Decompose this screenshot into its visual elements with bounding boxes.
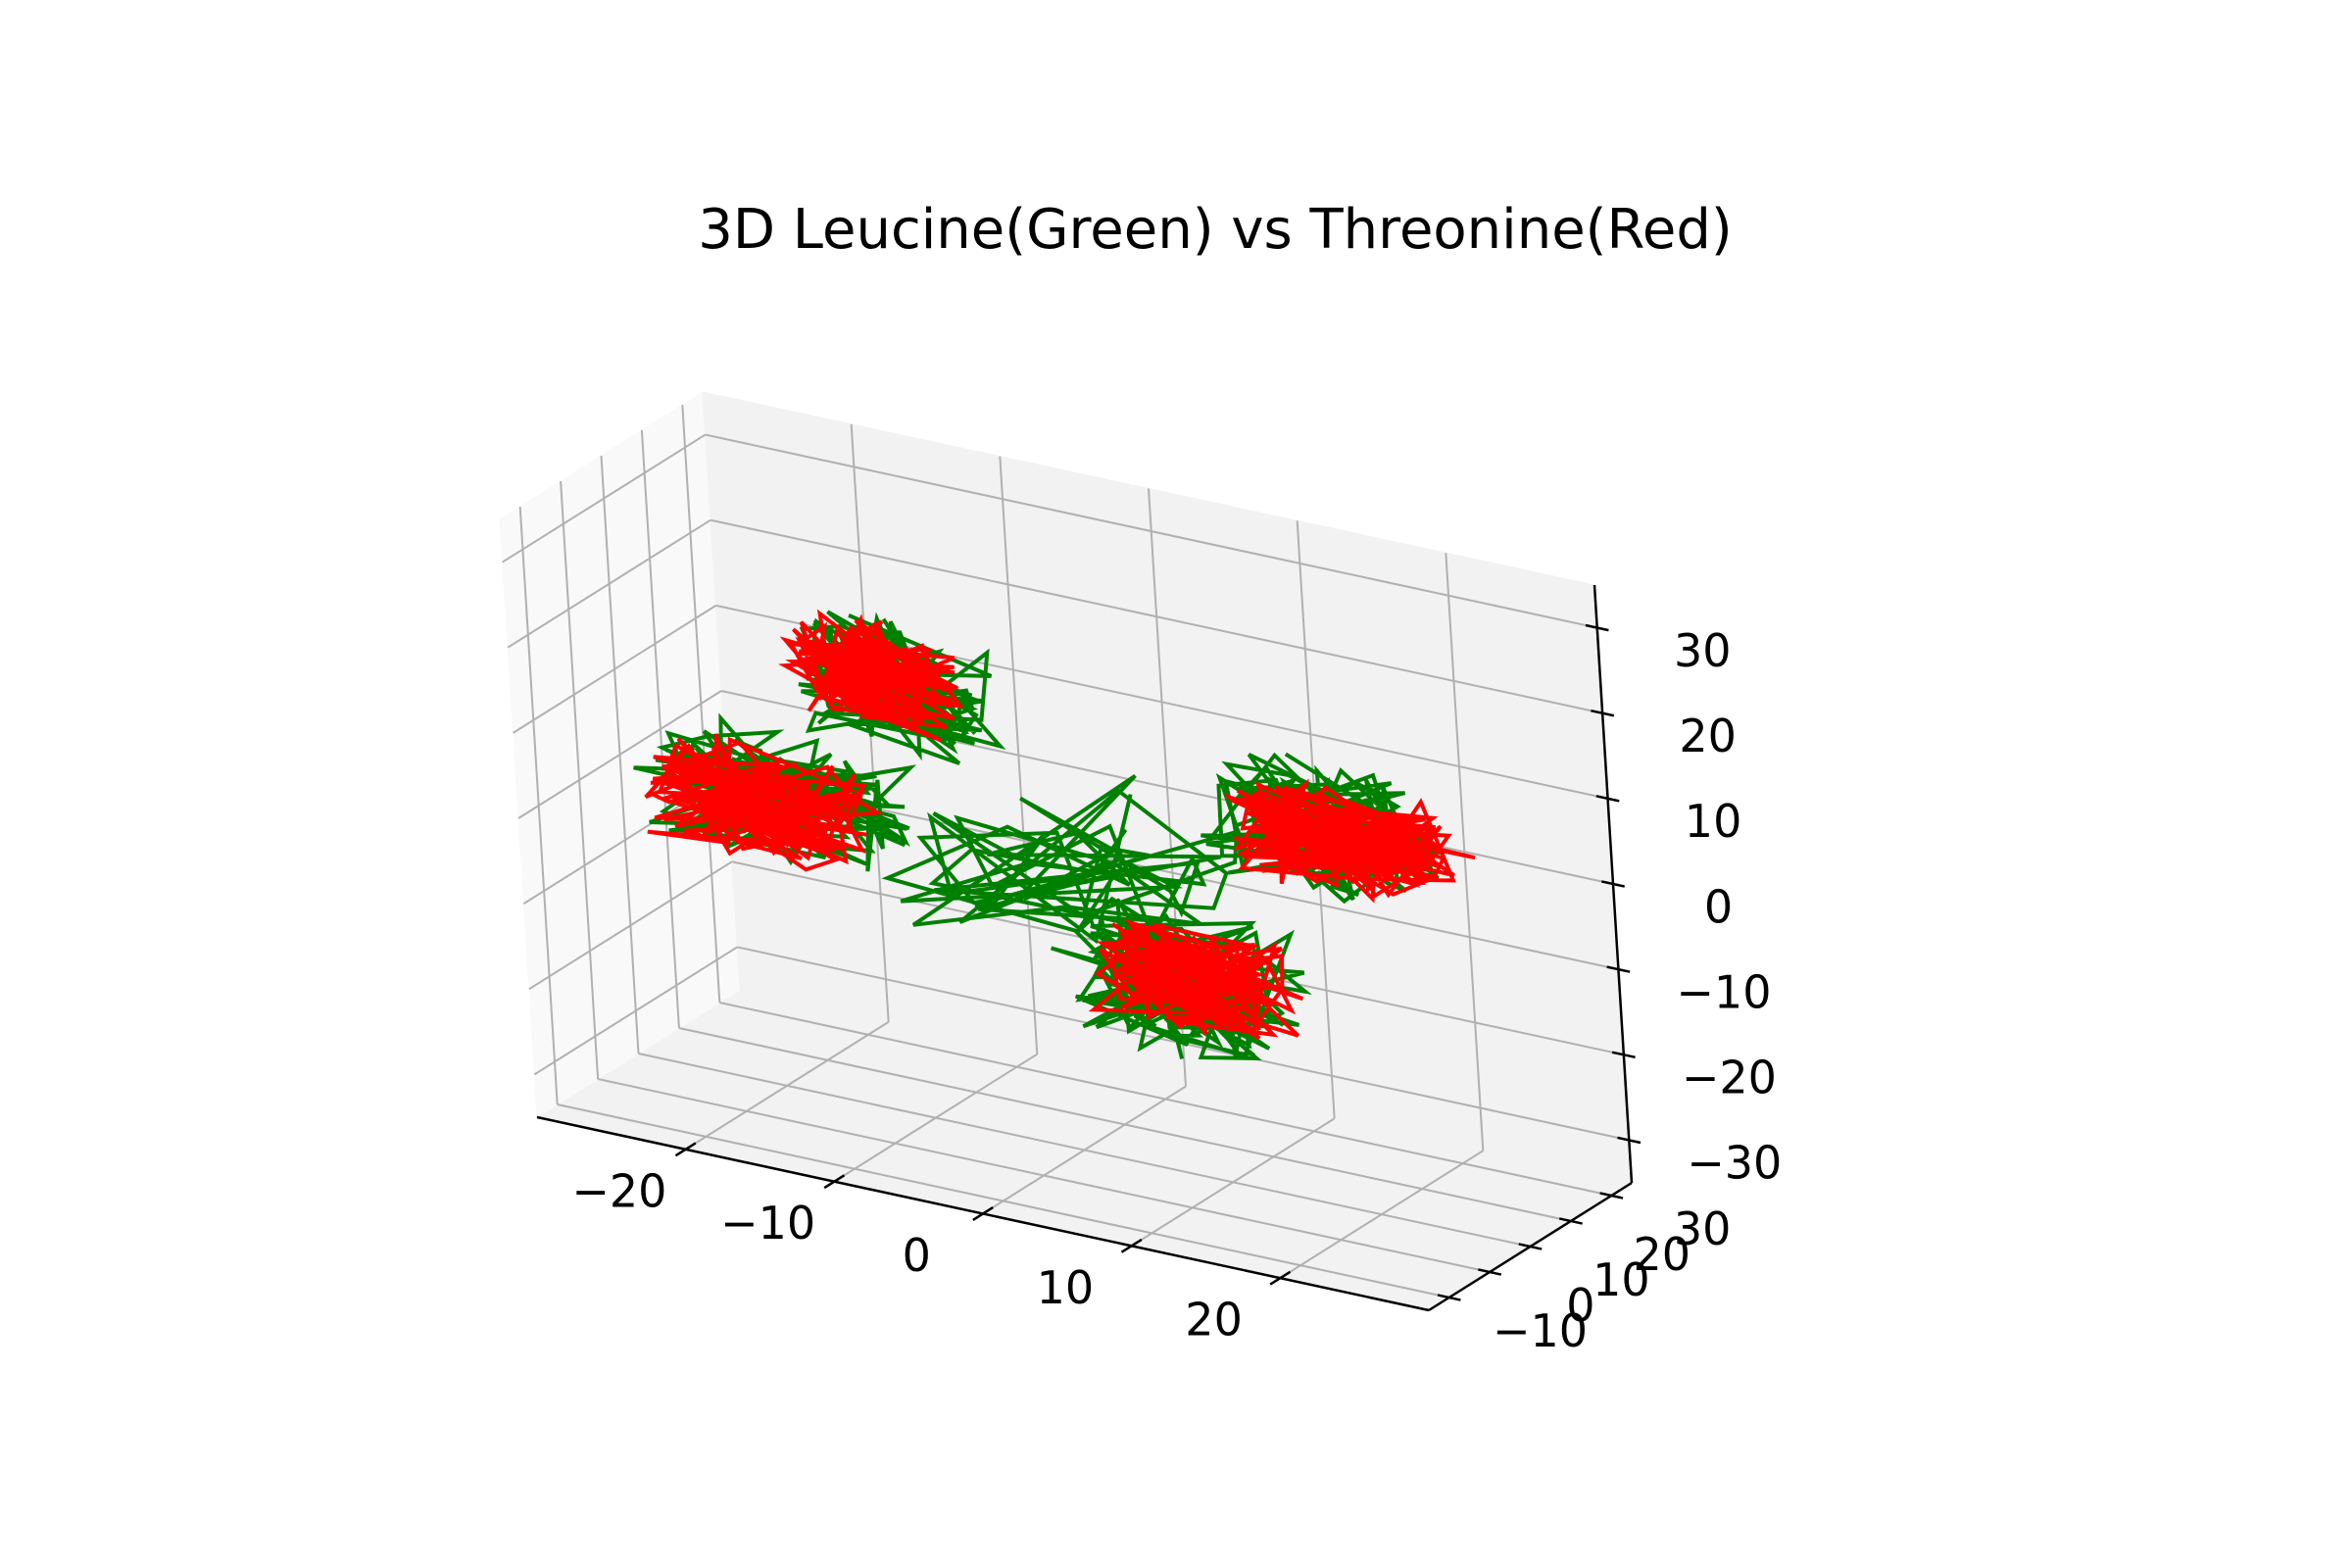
y-tick-label: 10 xyxy=(1592,1253,1650,1306)
y-tick-label: 20 xyxy=(1633,1228,1690,1281)
z-tick xyxy=(1606,965,1631,973)
z-grid-line xyxy=(502,433,707,564)
z-tick xyxy=(1611,1051,1636,1059)
z-grid-line xyxy=(705,433,1597,629)
z-tick-label: 10 xyxy=(1685,795,1742,848)
y-tick-label: −10 xyxy=(1493,1304,1588,1357)
x-tick xyxy=(1269,1270,1292,1286)
z-grid-line xyxy=(533,946,738,1076)
z-grid-line xyxy=(513,605,717,734)
y-tick-label: 30 xyxy=(1674,1202,1732,1255)
series-1-cluster-3-line xyxy=(1088,918,1304,1041)
series-1-cluster-2-line xyxy=(644,733,884,872)
chart-title: 3D Leucine(Green) vs Threonine(Red) xyxy=(698,198,1733,262)
z-grid-line xyxy=(710,518,1603,714)
z-tick xyxy=(1585,623,1609,632)
x-tick xyxy=(823,1174,846,1190)
z-tick xyxy=(1601,880,1625,888)
z-tick xyxy=(1617,1136,1642,1145)
x-tick xyxy=(972,1206,994,1221)
x-tick xyxy=(1120,1238,1143,1253)
x-tick-label: 0 xyxy=(903,1229,931,1282)
z-tick xyxy=(1591,709,1615,717)
y-tick xyxy=(1437,1294,1461,1301)
y-tick-label: 0 xyxy=(1566,1279,1594,1332)
series-0-bridge-line xyxy=(881,773,1240,945)
axis-lines xyxy=(536,584,1642,1312)
y-grid-line xyxy=(597,1078,1491,1273)
z-tick-label: 30 xyxy=(1674,624,1732,677)
y-tick xyxy=(1518,1243,1543,1250)
series-group xyxy=(633,609,1476,1060)
x-tick-label: −10 xyxy=(720,1197,815,1250)
y-grid-line xyxy=(719,1002,1612,1197)
y-grid-line xyxy=(638,1053,1531,1248)
z-tick-label: −30 xyxy=(1687,1137,1782,1190)
z-tick-label: 20 xyxy=(1679,710,1737,762)
z-grid-line xyxy=(517,690,722,819)
z-tick-label: 0 xyxy=(1704,880,1733,933)
z-grid-line xyxy=(528,860,733,991)
z-tick-label: −20 xyxy=(1682,1052,1777,1104)
y-tick xyxy=(1599,1192,1624,1200)
x-tick-label: 10 xyxy=(1037,1261,1095,1314)
y-grid-line xyxy=(678,1027,1572,1222)
x-tick xyxy=(674,1142,697,1157)
z-tick-label: −10 xyxy=(1676,965,1771,1018)
x-tick-label: 20 xyxy=(1185,1294,1243,1347)
y-tick xyxy=(1478,1268,1502,1276)
series-1-cluster-1-line xyxy=(1224,778,1476,904)
series-1 xyxy=(644,609,1476,1041)
x-tick-label: −20 xyxy=(571,1164,666,1217)
y-tick xyxy=(1558,1217,1583,1225)
y-grid-line xyxy=(557,1103,1449,1298)
z-grid-line xyxy=(507,518,711,649)
z-tick xyxy=(1595,795,1620,803)
series-1-cluster-0-line xyxy=(778,609,963,743)
